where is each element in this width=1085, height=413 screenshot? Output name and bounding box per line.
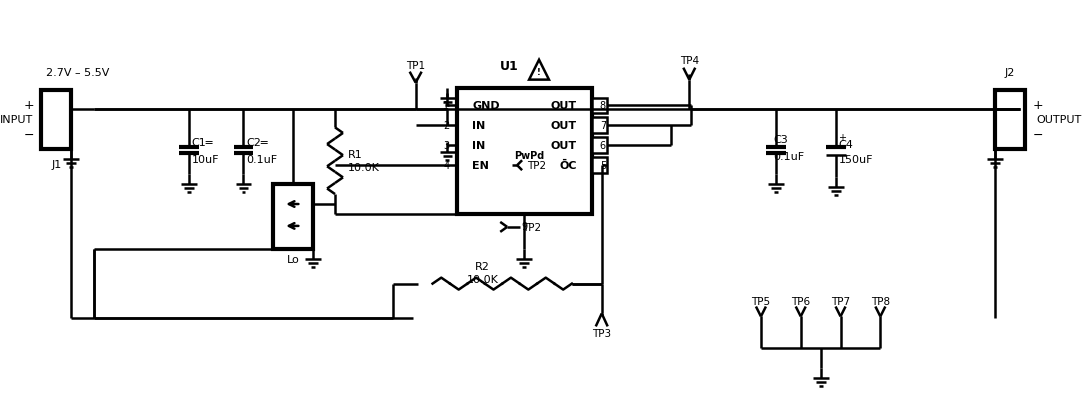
Bar: [273, 185, 314, 249]
Bar: [591, 98, 607, 114]
Text: 7: 7: [600, 121, 607, 131]
Text: TP4: TP4: [679, 56, 699, 66]
Text: 9: 9: [521, 221, 527, 231]
Text: IN: IN: [472, 121, 486, 131]
Text: 3: 3: [444, 141, 449, 151]
Text: +: +: [838, 133, 845, 143]
Bar: [995, 90, 1024, 150]
Text: R2: R2: [475, 261, 489, 271]
Text: C3: C3: [773, 135, 788, 145]
Text: 10.0K: 10.0K: [348, 163, 380, 173]
Text: TP7: TP7: [831, 296, 851, 306]
Bar: [458, 88, 591, 214]
Text: TP2: TP2: [527, 161, 546, 171]
Text: 0.1uF: 0.1uF: [773, 152, 804, 162]
Text: J1: J1: [51, 160, 62, 170]
Bar: [41, 90, 72, 150]
Text: 8: 8: [600, 101, 605, 111]
Text: R1: R1: [348, 150, 362, 160]
Text: GND: GND: [472, 101, 500, 111]
Text: −: −: [23, 128, 34, 142]
Text: OUT: OUT: [551, 141, 577, 151]
Text: TP3: TP3: [592, 329, 611, 339]
Text: 10.0K: 10.0K: [467, 274, 498, 284]
Text: 2: 2: [444, 121, 449, 131]
Text: 2.7V – 5.5V: 2.7V – 5.5V: [47, 67, 110, 78]
Bar: [591, 118, 607, 134]
Text: +: +: [1032, 99, 1043, 112]
Text: 10uF: 10uF: [192, 155, 219, 165]
Text: EN: EN: [472, 161, 489, 171]
Text: TP5: TP5: [752, 296, 770, 306]
Bar: [591, 158, 607, 174]
Text: 6: 6: [600, 141, 605, 151]
Text: C1═: C1═: [192, 138, 214, 148]
Text: C2═: C2═: [246, 138, 268, 148]
Text: OUT: OUT: [551, 101, 577, 111]
Bar: [591, 138, 607, 154]
Text: TP8: TP8: [871, 296, 890, 306]
Text: −: −: [1032, 128, 1043, 142]
Text: 1: 1: [444, 101, 449, 111]
Text: 0.1uF: 0.1uF: [246, 155, 278, 165]
Text: TP6: TP6: [791, 296, 810, 306]
Text: OUT: OUT: [551, 121, 577, 131]
Text: INPUT: INPUT: [0, 115, 34, 125]
Text: Lo: Lo: [286, 254, 299, 264]
Text: PwPd: PwPd: [514, 151, 545, 161]
Text: ŌC: ŌC: [560, 161, 577, 171]
Text: J2: J2: [1005, 67, 1014, 78]
Text: TP1: TP1: [406, 61, 425, 71]
Text: C4: C4: [839, 140, 854, 150]
Text: +: +: [23, 99, 34, 112]
Text: 150uF: 150uF: [839, 155, 873, 165]
Text: 4: 4: [444, 161, 449, 171]
Text: 5: 5: [600, 161, 607, 171]
Text: TP2: TP2: [522, 222, 541, 233]
Text: U1: U1: [500, 60, 519, 73]
Text: IN: IN: [472, 141, 486, 151]
Text: !: !: [537, 68, 541, 77]
Text: OUTPUT: OUTPUT: [1037, 115, 1082, 125]
